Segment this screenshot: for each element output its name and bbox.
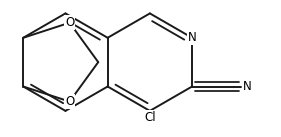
Text: O: O bbox=[65, 95, 74, 108]
Text: O: O bbox=[65, 16, 74, 29]
Text: N: N bbox=[243, 80, 251, 93]
Text: Cl: Cl bbox=[144, 111, 156, 124]
Text: N: N bbox=[188, 31, 196, 44]
